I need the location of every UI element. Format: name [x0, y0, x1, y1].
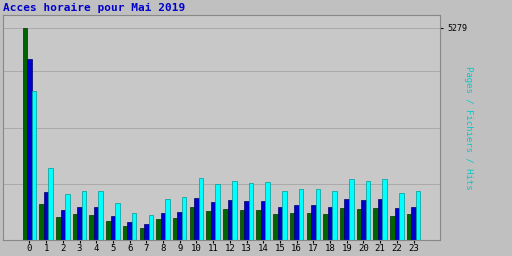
Bar: [315, 189, 320, 240]
Bar: [273, 214, 278, 240]
Bar: [399, 193, 403, 240]
Bar: [65, 194, 70, 240]
Bar: [357, 209, 361, 240]
Bar: [332, 191, 337, 240]
Bar: [173, 218, 178, 240]
Bar: [257, 209, 261, 240]
Bar: [98, 191, 103, 240]
Bar: [94, 208, 98, 240]
Bar: [411, 207, 416, 240]
Bar: [77, 207, 82, 240]
Bar: [90, 215, 94, 240]
Bar: [132, 213, 136, 240]
Bar: [39, 204, 44, 240]
Bar: [56, 217, 60, 240]
Bar: [140, 228, 144, 240]
Bar: [390, 216, 395, 240]
Bar: [178, 211, 182, 240]
Bar: [340, 208, 345, 240]
Bar: [395, 208, 399, 240]
Bar: [294, 206, 299, 240]
Bar: [44, 192, 48, 240]
Bar: [416, 191, 420, 240]
Bar: [407, 214, 411, 240]
Bar: [32, 91, 36, 240]
Bar: [156, 219, 161, 240]
Bar: [290, 213, 294, 240]
Bar: [82, 191, 87, 240]
Bar: [323, 214, 328, 240]
Bar: [266, 182, 270, 240]
Bar: [60, 210, 65, 240]
Bar: [194, 198, 199, 240]
Bar: [23, 28, 27, 240]
Bar: [206, 211, 211, 240]
Bar: [328, 207, 332, 240]
Bar: [349, 179, 353, 240]
Bar: [232, 181, 237, 240]
Bar: [144, 224, 148, 240]
Bar: [382, 179, 387, 240]
Bar: [244, 201, 249, 240]
Bar: [311, 206, 315, 240]
Bar: [148, 215, 153, 240]
Bar: [240, 210, 244, 240]
Bar: [227, 200, 232, 240]
Bar: [115, 203, 120, 240]
Bar: [106, 221, 111, 240]
Bar: [299, 189, 304, 240]
Text: Acces horaire pour Mai 2019: Acces horaire pour Mai 2019: [3, 3, 185, 13]
Bar: [249, 183, 253, 240]
Bar: [223, 209, 227, 240]
Bar: [211, 202, 216, 240]
Bar: [345, 199, 349, 240]
Bar: [307, 213, 311, 240]
Bar: [216, 184, 220, 240]
Bar: [48, 168, 53, 240]
Bar: [282, 191, 287, 240]
Bar: [27, 59, 32, 240]
Bar: [127, 222, 132, 240]
Bar: [361, 200, 366, 240]
Bar: [111, 216, 115, 240]
Bar: [366, 181, 370, 240]
Bar: [189, 207, 194, 240]
Bar: [261, 201, 266, 240]
Bar: [161, 213, 165, 240]
Bar: [373, 208, 378, 240]
Bar: [165, 199, 170, 240]
Bar: [278, 207, 282, 240]
Bar: [123, 226, 127, 240]
Bar: [378, 199, 382, 240]
Y-axis label: Pages / Fichiers / Hits: Pages / Fichiers / Hits: [464, 66, 474, 189]
Bar: [199, 178, 203, 240]
Bar: [73, 214, 77, 240]
Bar: [182, 197, 186, 240]
